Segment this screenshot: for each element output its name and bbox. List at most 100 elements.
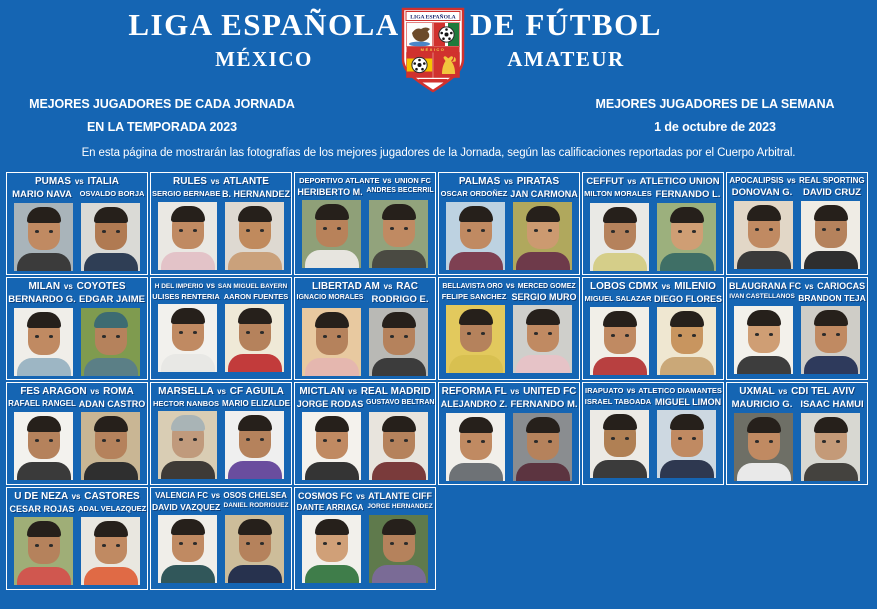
player-photo: [302, 515, 361, 583]
face-shoulders: [83, 462, 138, 480]
face-eye: [336, 227, 341, 230]
player-photo: [81, 308, 140, 376]
face-hair: [170, 519, 205, 535]
match-card: U DE NEZA vs CASTORES CESAR ROJAS ADAL V…: [6, 487, 148, 590]
match-card: MARSELLA vs CF AGUILA HECTOR NANBOS MARI…: [150, 382, 292, 485]
player-names-row: MIGUEL SALAZAR DIEGO FLORES: [583, 294, 723, 304]
player-photos-row: [151, 304, 291, 372]
vs-label: vs: [804, 282, 814, 291]
header-right: DE FÚTBOL AMATEUR: [466, 6, 666, 72]
face-eye: [624, 230, 629, 233]
face-eye: [768, 228, 773, 231]
section-left-line2: EN LA TEMPORADA 2023: [87, 120, 237, 134]
face-eye: [677, 230, 682, 233]
match-card: LIBERTAD AM vs RAC IGNACIO MORALES RODRI…: [294, 277, 436, 380]
player-names-row: ULISES RENTERIA AARON FUENTES: [151, 292, 291, 301]
face-eye: [245, 542, 250, 545]
face-shoulders: [448, 463, 503, 481]
face-shoulders: [515, 355, 570, 373]
face-eye: [754, 440, 759, 443]
face-shoulders: [736, 251, 791, 269]
away-team: REAL MADRID: [360, 386, 431, 397]
match-card: PALMAS vs PIRATAS OSCAR ORDOÑEZ JAN CARM…: [438, 172, 580, 275]
match-title: LOBOS CDMX vs MILENIO: [583, 281, 723, 292]
face-hair: [525, 417, 560, 433]
player-names-row: ISRAEL TABOADA MIGUEL LIMON: [583, 397, 723, 407]
away-team: CF AGUILA: [229, 386, 284, 397]
player-names-row: HERIBERTO M. ANDRES BECERRIL: [295, 187, 435, 197]
face-eye: [192, 438, 197, 441]
home-team: H DEL IMPERIO: [154, 283, 204, 290]
face-eye: [245, 229, 250, 232]
face-eye: [336, 335, 341, 338]
face-hair: [669, 207, 704, 223]
face-hair: [602, 414, 637, 430]
player-names-row: JORGE RODAS GUSTAVO BELTRAN: [295, 399, 435, 409]
player-photos-row: [439, 305, 579, 373]
player-photo: [158, 304, 217, 372]
face-hair: [381, 519, 416, 535]
player-name: MIGUEL SALAZAR: [584, 294, 652, 303]
player-name: BRANDON TEJA: [798, 293, 866, 303]
face-shoulders: [83, 567, 138, 585]
match-title: BELLAVISTA ORO vs MERCED GOMEZ: [439, 281, 579, 290]
player-name: IGNACIO MORALES: [296, 294, 364, 301]
player-photo: [801, 306, 860, 374]
player-names-row: CESAR ROJAS ADAL VELAZQUEZ: [7, 504, 147, 514]
player-photos-row: [439, 202, 579, 270]
match-card: H DEL IMPERIO vs SAN MIGUEL BAYERN ULISE…: [150, 277, 292, 380]
match-title: BLAUGRANA FC vs CARIOCAS: [727, 281, 867, 291]
face-hair: [93, 416, 128, 432]
face-eye: [192, 542, 197, 545]
match-card: MILAN vs COYOTES BERNARDO G. EDGAR JAIME: [6, 277, 148, 380]
face-eye: [821, 228, 826, 231]
face-shoulders: [736, 356, 791, 374]
away-team: CDI TEL AVIV: [791, 386, 855, 397]
match-card: RULES vs ATLANTE SERGIO BERNABE B. HERNA…: [150, 172, 292, 275]
player-names-row: OSCAR ORDOÑEZ JAN CARMONA: [439, 189, 579, 199]
face-eye: [403, 439, 408, 442]
player-photo: [14, 308, 73, 376]
player-names-row: SERGIO BERNABE B. HERNANDEZ: [151, 189, 291, 199]
face-eye: [835, 333, 840, 336]
player-photo: [734, 413, 793, 481]
vs-label: vs: [217, 387, 226, 396]
home-team: MARSELLA: [158, 386, 214, 397]
player-photo: [734, 201, 793, 269]
player-photo: [801, 413, 860, 481]
player-name: ISRAEL TABOADA: [584, 397, 652, 406]
home-team: VALENCIA FC: [155, 491, 208, 500]
home-team: UXMAL: [739, 386, 775, 397]
away-team: ATLETICO UNION: [639, 176, 720, 187]
player-name: JAN CARMONA: [510, 189, 578, 199]
player-names-row: MARIO NAVA OSVALDO BORJA: [7, 189, 147, 200]
spain-flag-bottom: [406, 71, 433, 78]
match-card: APOCALIPSIS vs REAL SPORTING DONOVAN G. …: [726, 172, 868, 275]
face-eye: [691, 437, 696, 440]
player-name: ADAL VELAZQUEZ: [78, 504, 147, 513]
match-card: IRAPUATO vs ATLETICO DIAMANTES ISRAEL TA…: [582, 382, 724, 485]
home-team: BELLAVISTA ORO: [442, 283, 503, 290]
player-name: ALEJANDRO Z.: [440, 399, 508, 409]
player-name: DONOVAN G.: [731, 187, 793, 198]
player-name: FERNANDO M.: [510, 399, 578, 410]
match-card: CEFFUT vs ATLETICO UNION MILTON MORALES …: [582, 172, 724, 275]
away-team: SAN MIGUEL BAYERN: [217, 283, 288, 290]
face-hair: [314, 312, 349, 328]
player-name: EDGAR JAIME: [79, 294, 145, 305]
player-photo: [225, 515, 284, 583]
match-title: PALMAS vs PIRATAS: [439, 176, 579, 187]
match-card: LOBOS CDMX vs MILENIO MIGUEL SALAZAR DIE…: [582, 277, 724, 380]
player-photo: [302, 308, 361, 376]
player-photo: [657, 307, 716, 375]
face-eye: [115, 439, 120, 442]
player-names-row: MAURICIO G. ISAAC HAMUI: [727, 399, 867, 410]
face-shoulders: [227, 565, 282, 583]
player-photo: [302, 412, 361, 480]
face-eye: [336, 542, 341, 545]
face-eye: [403, 542, 408, 545]
face-eye: [336, 439, 341, 442]
away-team: REAL SPORTING: [798, 176, 865, 185]
face-hair: [170, 206, 205, 222]
face-hair: [813, 310, 848, 326]
